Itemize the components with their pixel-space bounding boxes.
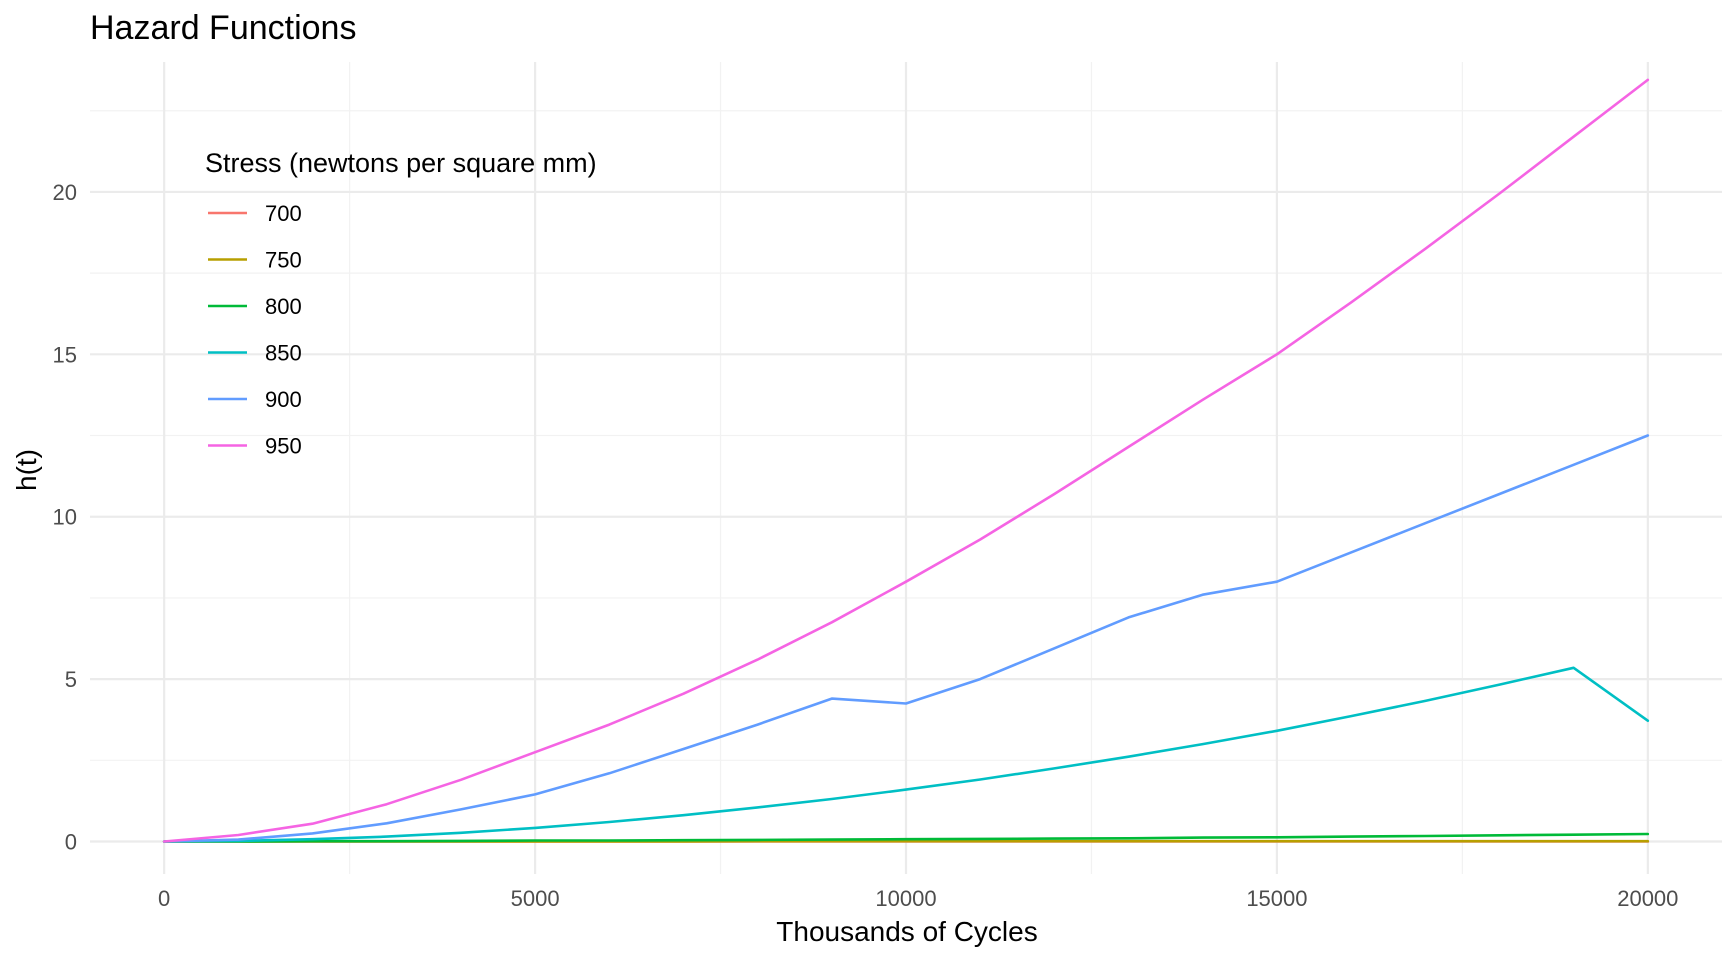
- legend-label-850: 850: [265, 341, 302, 366]
- y-tick-label: 0: [65, 830, 77, 855]
- x-tick-label: 15000: [1246, 886, 1307, 911]
- series-line-850: [162, 666, 1650, 843]
- x-axis-ticks: 0 5000 10000 15000 20000: [158, 886, 1678, 911]
- x-tick-label: 5000: [511, 886, 560, 911]
- y-axis-ticks: 0 5 10 15 20: [53, 180, 77, 855]
- y-tick-label: 15: [53, 342, 77, 367]
- x-tick-label: 0: [158, 886, 170, 911]
- x-axis-title: Thousands of Cycles: [776, 916, 1037, 947]
- legend-label-800: 800: [265, 294, 302, 319]
- y-tick-label: 10: [53, 505, 77, 530]
- y-tick-label: 20: [53, 180, 77, 205]
- legend-title: Stress (newtons per square mm): [205, 148, 597, 178]
- y-tick-label: 5: [65, 667, 77, 692]
- y-axis-title: h(t): [11, 449, 42, 491]
- legend-label-950: 950: [265, 434, 302, 459]
- chart-title: Hazard Functions: [90, 9, 356, 47]
- series-line-800: [162, 832, 1650, 843]
- series-line-900: [162, 434, 1650, 843]
- grid: [90, 62, 1722, 874]
- legend-label-900: 900: [265, 387, 302, 412]
- legend: Stress (newtons per square mm) 700 750 800…: [205, 148, 597, 459]
- x-tick-label: 10000: [875, 886, 936, 911]
- series-line-950: [162, 78, 1650, 843]
- series-lines: [162, 78, 1650, 843]
- legend-label-750: 750: [265, 248, 302, 273]
- legend-label-700: 700: [265, 201, 302, 226]
- x-tick-label: 20000: [1617, 886, 1678, 911]
